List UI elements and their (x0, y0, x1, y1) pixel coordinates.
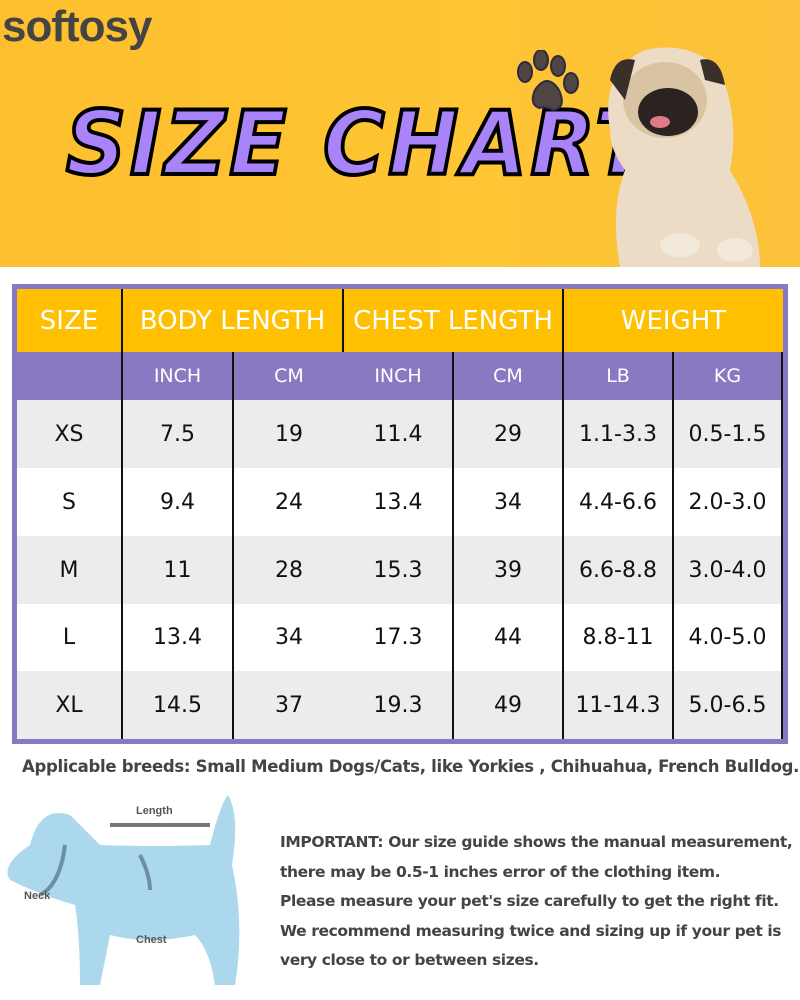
table-cell: 34 (234, 604, 344, 671)
size-table: SIZE BODY LENGTH CHEST LENGTH WEIGHT INCH CM I… (12, 284, 788, 744)
table-cell: 14.5 (123, 671, 234, 739)
note-line: IMPORTANT: Our size guide shows the manu… (280, 833, 793, 851)
size-cell: XL (17, 671, 123, 739)
table-cell: 11.4 (344, 400, 454, 468)
table-cell: 39 (454, 536, 564, 604)
paw-icon (517, 50, 579, 112)
column-subheader: CM (234, 352, 344, 400)
table-cell: 49 (454, 671, 564, 739)
neck-label: Neck (24, 890, 51, 902)
table-cell: 8.8-11 (564, 604, 674, 671)
note-line: there may be 0.5-1 inches error of the c… (280, 862, 721, 881)
column-subheader (17, 352, 123, 400)
chest-label: Chest (136, 934, 167, 946)
column-subheader: KG (674, 352, 783, 400)
table-cell: 2.0-3.0 (674, 468, 783, 536)
note-line: We recommend measuring twice and sizing … (280, 921, 782, 940)
column-header: SIZE (17, 289, 123, 352)
table-cell: 4.4-6.6 (564, 468, 674, 536)
column-header: BODY LENGTH (123, 289, 344, 352)
table-cell: 7.5 (123, 400, 234, 468)
column-header: CHEST LENGTH (344, 289, 564, 352)
column-subheader: LB (564, 352, 674, 400)
column-header: WEIGHT (564, 289, 783, 352)
table-cell: 24 (234, 468, 344, 536)
table-cell: 13.4 (344, 468, 454, 536)
table-cell: 19.3 (344, 671, 454, 739)
table-cell: 4.0-5.0 (674, 604, 783, 671)
important-note: IMPORTANT: Our size guide shows the manu… (280, 828, 793, 976)
table-cell: 0.5-1.5 (674, 400, 783, 468)
applicable-breeds: Applicable breeds: Small Medium Dogs/Cat… (22, 757, 800, 776)
table-cell: 6.6-8.8 (564, 536, 674, 604)
table-cell: 13.4 (123, 604, 234, 671)
table-cell: 37 (234, 671, 344, 739)
table-cell: 44 (454, 604, 564, 671)
table-cell: 11-14.3 (564, 671, 674, 739)
table-cell: 34 (454, 468, 564, 536)
brand-logo: softosy (2, 2, 152, 51)
table-cell: 5.0-6.5 (674, 671, 783, 739)
table-cell: 29 (454, 400, 564, 468)
column-subheader: CM (454, 352, 564, 400)
note-line: Please measure your pet's size carefully… (280, 892, 779, 910)
size-cell: L (17, 604, 123, 671)
column-subheader: INCH (123, 352, 234, 400)
table-cell: 19 (234, 400, 344, 468)
table-cell: 28 (234, 536, 344, 604)
dog-measurement-diagram (7, 795, 240, 985)
column-subheader: INCH (344, 352, 454, 400)
note-line: very close to or between sizes. (280, 951, 539, 969)
table-cell: 1.1-3.3 (564, 400, 674, 468)
table-cell: 17.3 (344, 604, 454, 671)
length-label: Length (136, 805, 173, 817)
table-cell: 3.0-4.0 (674, 536, 783, 604)
size-cell: M (17, 536, 123, 604)
size-cell: XS (17, 400, 123, 468)
table-cell: 15.3 (344, 536, 454, 604)
table-cell: 11 (123, 536, 234, 604)
table-cell: 9.4 (123, 468, 234, 536)
banner: softosy SIZE CHART (0, 0, 800, 267)
size-cell: S (17, 468, 123, 536)
pug-photo (608, 47, 760, 267)
